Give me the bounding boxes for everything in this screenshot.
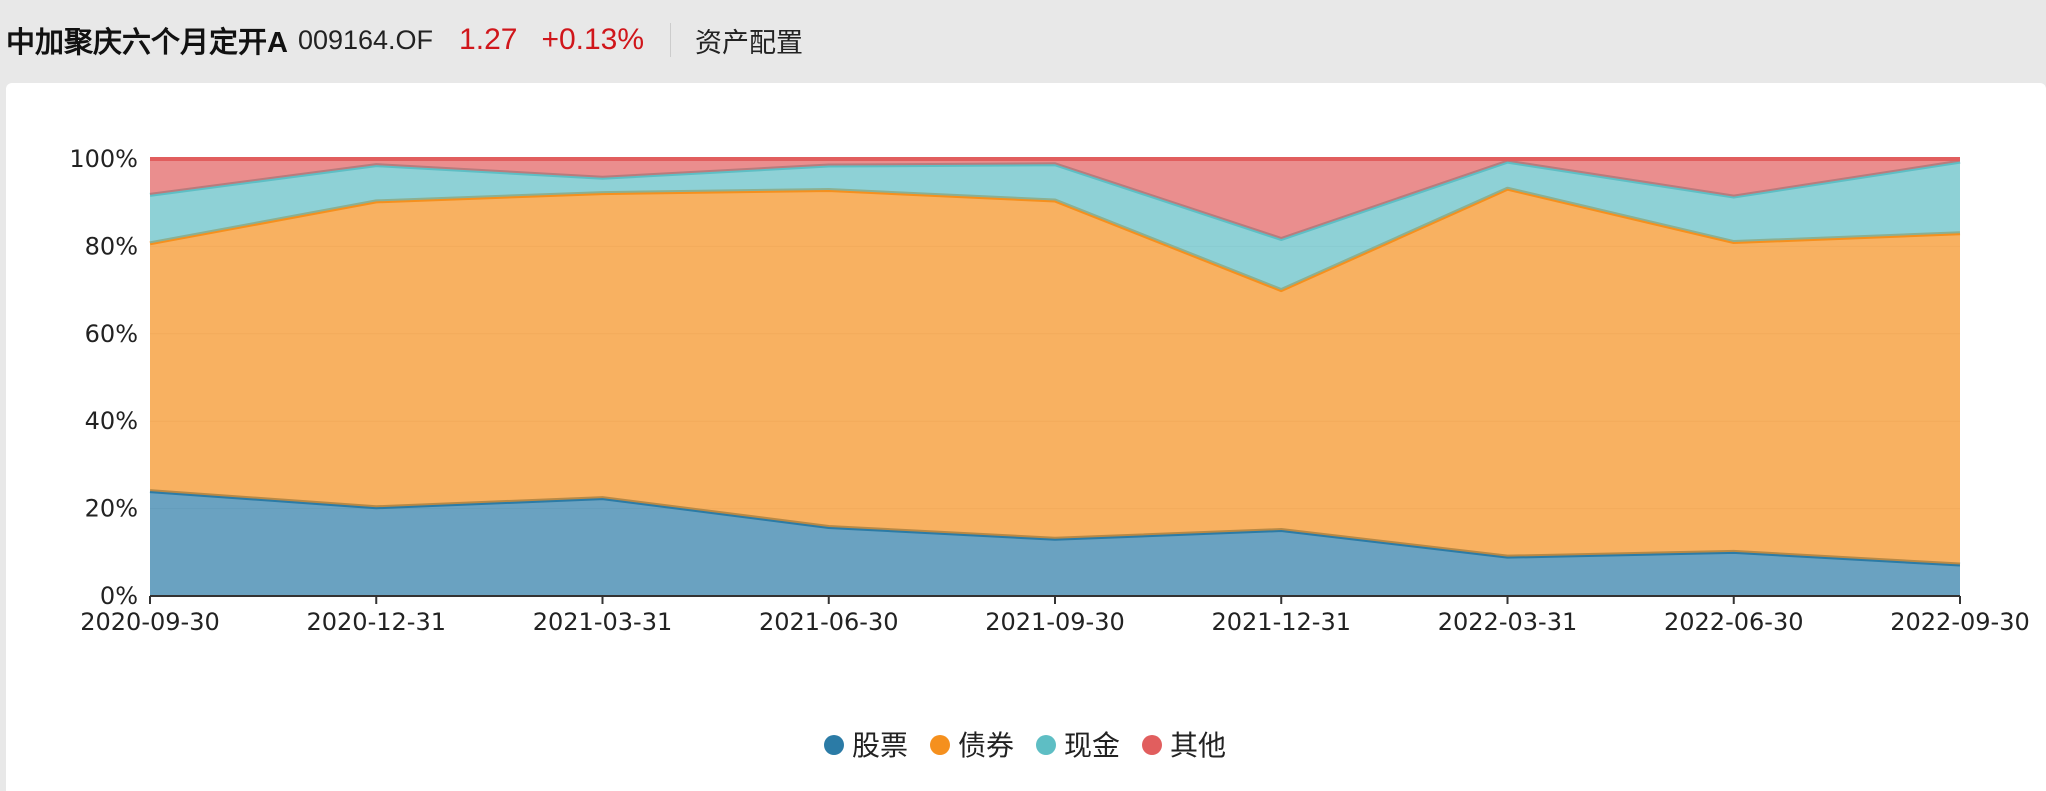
fund-change: +0.13%: [541, 23, 645, 56]
legend-label: 其他: [1170, 729, 1226, 762]
x-tick-label: 2020-09-30: [80, 608, 219, 636]
x-tick-label: 2022-06-30: [1664, 608, 1803, 636]
fund-price: 1.27: [459, 23, 518, 56]
x-tick-label: 2022-09-30: [1890, 608, 2029, 636]
y-tick-label: 0%: [100, 582, 138, 610]
legend-dot: [824, 735, 844, 755]
y-tick-label: 80%: [85, 232, 138, 260]
x-tick-label: 2021-09-30: [985, 608, 1124, 636]
legend-label: 股票: [852, 729, 908, 762]
asset-allocation-chart[interactable]: 0% 20% 40% 60% 80% 100% 2020-09-30 2020-12-31 20…: [6, 83, 2046, 791]
legend-label: 债券: [958, 729, 1014, 762]
y-tick-label: 40%: [85, 407, 138, 435]
chart-card: 0% 20% 40% 60% 80% 100% 2020-09-30 2020-12-31 20…: [6, 83, 2046, 791]
area-series-1[interactable]: [150, 491, 1960, 596]
header-divider: [670, 23, 672, 57]
y-tick-label: 20%: [85, 495, 138, 523]
legend-item-1[interactable]: 股票: [824, 729, 908, 762]
y-tick-label: 100%: [69, 145, 138, 173]
fund-code: 009164.OF: [297, 24, 434, 55]
x-tick-label: 2021-03-31: [533, 608, 672, 636]
x-tick-label: 2021-12-31: [1212, 608, 1351, 636]
axis-layer: 0% 20% 40% 60% 80% 100% 2020-09-30 2020-12-31 20…: [69, 145, 2029, 636]
area-layer: [149, 157, 1961, 596]
y-tick-label: 60%: [85, 320, 138, 348]
legend-label: 现金: [1064, 729, 1120, 762]
fund-header: 中加聚庆六个月定开A 009164.OF 1.27 +0.13% 资产配置: [0, 0, 2046, 80]
legend-item-2[interactable]: 债券: [930, 729, 1014, 762]
area-series-2[interactable]: [150, 188, 1960, 565]
area-series-4[interactable]: [150, 159, 1960, 239]
legend-item-3[interactable]: 现金: [1036, 729, 1120, 762]
x-tick-label: 2020-12-31: [307, 608, 446, 636]
legend-dot: [1142, 735, 1162, 755]
x-tick-label: 2021-06-30: [759, 608, 898, 636]
fund-name: 中加聚庆六个月定开A: [6, 27, 288, 59]
legend-item-4[interactable]: 其他: [1142, 729, 1226, 762]
legend-layer: 股票 债券 现金 其他: [824, 729, 1226, 762]
section-title[interactable]: 资产配置: [695, 27, 804, 58]
legend-dot: [930, 735, 950, 755]
x-tick-label: 2022-03-31: [1438, 608, 1577, 636]
area-series-3[interactable]: [150, 161, 1960, 291]
legend-dot: [1036, 735, 1056, 755]
